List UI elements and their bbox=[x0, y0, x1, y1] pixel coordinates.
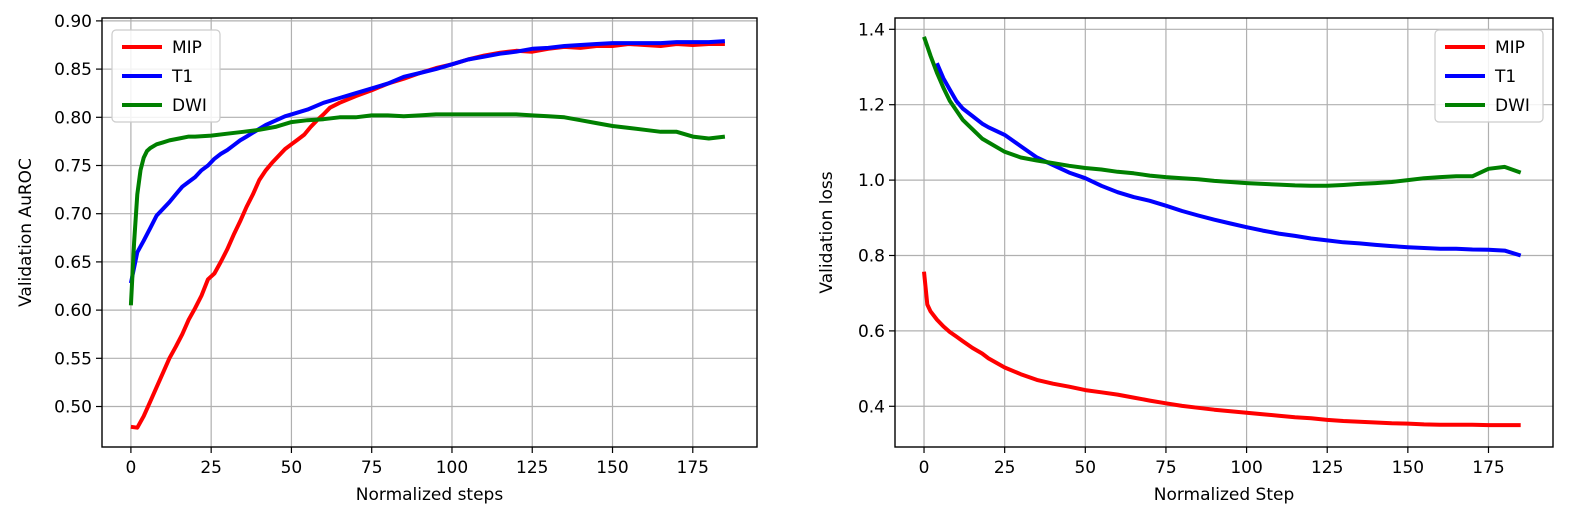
loss-y-tick-label: 0.4 bbox=[858, 397, 885, 417]
auroc-y-axis-label: Validation AuROC bbox=[16, 158, 36, 307]
loss-y-axis-label: Validation loss bbox=[817, 171, 837, 293]
auroc-legend-label-dwi: DWI bbox=[172, 96, 207, 116]
loss-y-tick-label: 0.6 bbox=[858, 322, 885, 342]
loss-x-tick-label: 50 bbox=[1074, 458, 1096, 478]
loss-x-tick-label: 75 bbox=[1155, 458, 1177, 478]
auroc-y-tick-label: 0.60 bbox=[54, 301, 92, 321]
auroc-y-tick-label: 0.85 bbox=[54, 60, 92, 80]
auroc-x-tick-label: 100 bbox=[436, 458, 468, 478]
loss-legend-label-mip: MIP bbox=[1495, 38, 1525, 58]
auroc-x-tick-label: 0 bbox=[125, 458, 136, 478]
auroc-y-tick-label: 0.80 bbox=[54, 108, 92, 128]
loss-legend-box bbox=[1434, 29, 1544, 123]
loss-series-t1-line bbox=[935, 62, 1522, 258]
auroc-y-tick-label: 0.75 bbox=[54, 156, 92, 176]
loss-x-axis-label: Normalized Step bbox=[1154, 485, 1295, 505]
loss-x-tick-label: 125 bbox=[1311, 458, 1343, 478]
auroc-x-tick-label: 125 bbox=[516, 458, 548, 478]
auroc-x-axis-label: Normalized steps bbox=[356, 485, 504, 505]
auroc-x-tick-label: 25 bbox=[200, 458, 222, 478]
loss-y-tick-label: 0.8 bbox=[858, 246, 885, 266]
auroc-y-tick-label: 0.90 bbox=[54, 12, 92, 32]
loss-x-tick-label: 0 bbox=[919, 458, 930, 478]
auroc-series-dwi-line bbox=[128, 112, 726, 306]
loss-y-tick-label: 1.2 bbox=[858, 96, 885, 116]
auroc-x-tick-label: 175 bbox=[677, 458, 709, 478]
loss-series-dwi-line bbox=[922, 36, 1522, 188]
loss-legend-label-dwi: DWI bbox=[1495, 96, 1530, 116]
auroc-legend-box bbox=[111, 29, 221, 123]
auroc-y-tick-label: 0.65 bbox=[54, 253, 92, 273]
auroc-series-t1-line bbox=[128, 39, 726, 284]
auroc-legend: MIP T1 DWI bbox=[111, 29, 221, 123]
loss-plot-frame bbox=[894, 17, 1554, 448]
auroc-legend-label-t1: T1 bbox=[171, 67, 193, 87]
loss-chart-panel: 0 25 50 75 100 125 150 175 0.4 0.6 0.8 1.0 1.2 1.4 Nor… bbox=[817, 17, 1554, 505]
auroc-series-mip-line bbox=[130, 42, 725, 430]
loss-x-tick-label: 25 bbox=[994, 458, 1016, 478]
auroc-x-tick-label: 75 bbox=[361, 458, 383, 478]
auroc-y-tick-label: 0.50 bbox=[54, 398, 92, 418]
loss-x-tick-label: 175 bbox=[1472, 458, 1504, 478]
auroc-plot-frame bbox=[101, 17, 758, 448]
auroc-chart-panel: 0 25 50 75 100 125 150 175 0.50 0.55 0.60 0.65 0.70 0… bbox=[16, 12, 758, 505]
auroc-y-tick-label: 0.70 bbox=[54, 205, 92, 225]
loss-series-mip-line bbox=[922, 271, 1521, 428]
auroc-legend-label-mip: MIP bbox=[172, 38, 202, 58]
loss-y-tick-label: 1.0 bbox=[858, 171, 885, 191]
auroc-x-tick-label: 50 bbox=[281, 458, 303, 478]
auroc-x-tick-label: 150 bbox=[596, 458, 628, 478]
loss-legend-label-t1: T1 bbox=[1494, 67, 1516, 87]
auroc-y-tick-label: 0.55 bbox=[54, 349, 92, 369]
loss-x-tick-label: 150 bbox=[1392, 458, 1424, 478]
loss-legend: MIP T1 DWI bbox=[1434, 29, 1544, 123]
loss-x-tick-label: 100 bbox=[1230, 458, 1262, 478]
loss-y-tick-label: 1.4 bbox=[858, 20, 885, 40]
